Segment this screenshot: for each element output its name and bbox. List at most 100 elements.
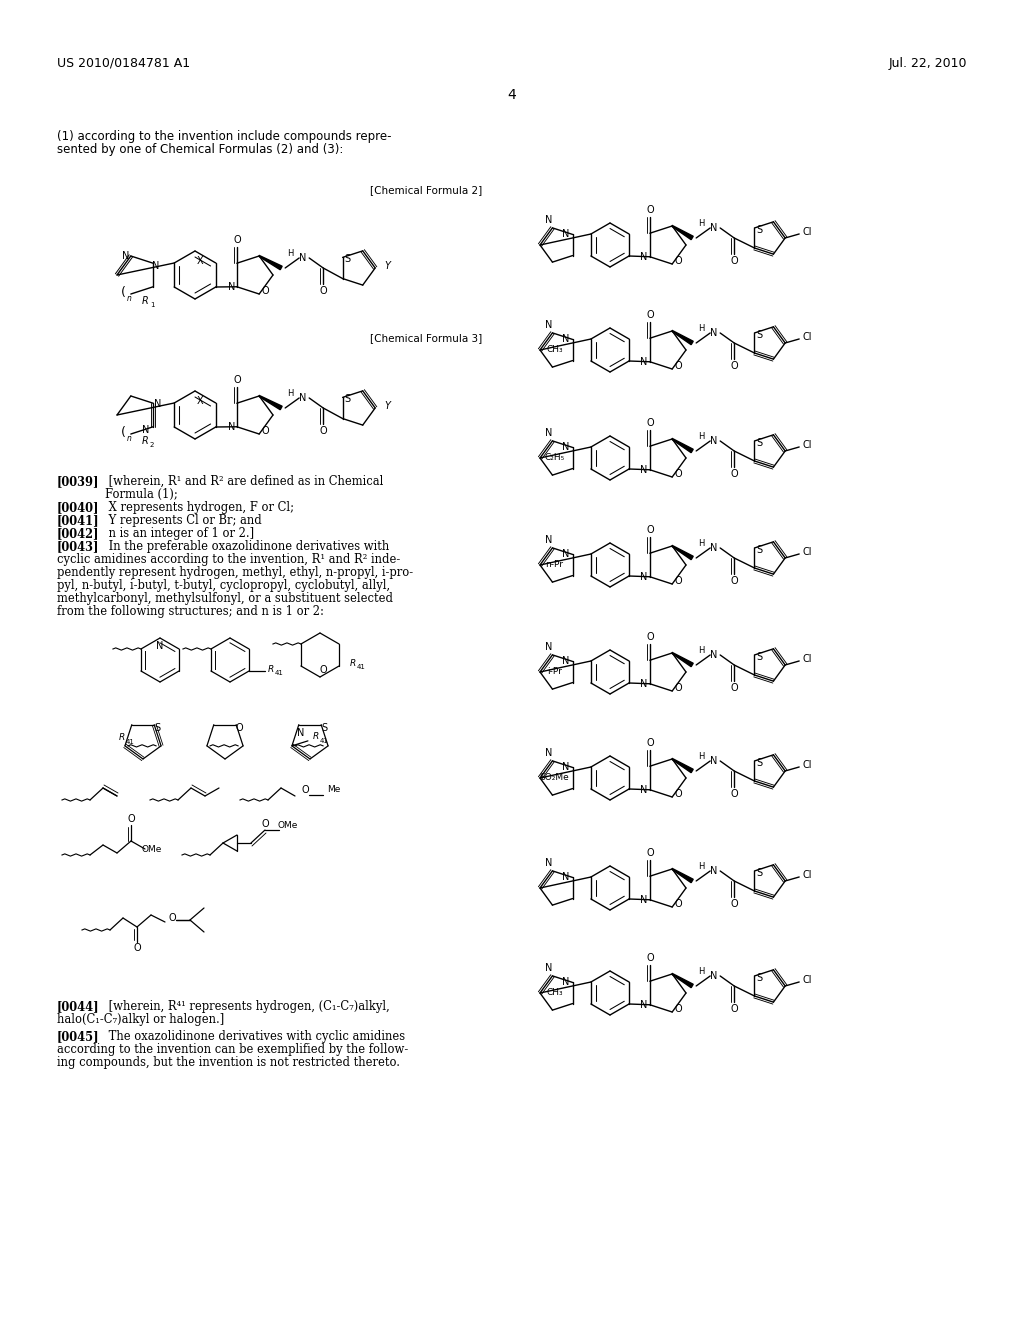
Text: [0045]: [0045] (57, 1030, 99, 1043)
Text: O: O (646, 632, 653, 643)
Text: N: N (640, 356, 647, 367)
Text: The oxazolidinone derivatives with cyclic amidines: The oxazolidinone derivatives with cycli… (105, 1030, 406, 1043)
Text: N: N (562, 334, 569, 345)
Text: 41: 41 (274, 671, 284, 676)
Text: 41: 41 (319, 738, 329, 744)
Text: i-Pr: i-Pr (547, 667, 562, 676)
Text: O: O (646, 953, 653, 964)
Text: pendently represent hydrogen, methyl, ethyl, n-propyl, i-pro-: pendently represent hydrogen, methyl, et… (57, 566, 413, 579)
Text: halo(C₁-C₇)alkyl or halogen.]: halo(C₁-C₇)alkyl or halogen.] (57, 1012, 224, 1026)
Text: [wherein, R⁴¹ represents hydrogen, (C₁-C₇)alkyl,: [wherein, R⁴¹ represents hydrogen, (C₁-C… (105, 1001, 390, 1012)
Text: n is an integer of 1 or 2.]: n is an integer of 1 or 2.] (105, 527, 254, 540)
Text: S: S (757, 224, 763, 235)
Text: Cl: Cl (803, 975, 812, 985)
Text: O: O (730, 789, 738, 799)
Text: N: N (299, 393, 307, 403)
Polygon shape (672, 438, 693, 453)
Text: H: H (698, 968, 705, 977)
Text: Cl: Cl (803, 331, 812, 342)
Polygon shape (672, 974, 693, 987)
Text: [0040]: [0040] (57, 502, 99, 513)
Text: N: N (711, 866, 718, 876)
Text: O: O (301, 785, 309, 795)
Text: O: O (127, 814, 135, 824)
Text: sented by one of Chemical Formulas (2) and (3):: sented by one of Chemical Formulas (2) a… (57, 143, 343, 156)
Text: (1) according to the invention include compounds repre-: (1) according to the invention include c… (57, 129, 391, 143)
Text: N: N (640, 785, 647, 795)
Text: O: O (646, 525, 653, 535)
Text: O: O (319, 426, 327, 436)
Text: N: N (562, 873, 569, 882)
Text: N: N (545, 215, 552, 224)
Text: Me: Me (328, 785, 341, 795)
Text: [0039]: [0039] (57, 475, 99, 488)
Text: Jul. 22, 2010: Jul. 22, 2010 (889, 57, 967, 70)
Text: S: S (757, 973, 763, 983)
Text: S: S (757, 545, 763, 554)
Text: In the preferable oxazolidinone derivatives with: In the preferable oxazolidinone derivati… (105, 540, 389, 553)
Text: [0044]: [0044] (57, 1001, 99, 1012)
Text: N: N (562, 977, 569, 987)
Text: R: R (312, 733, 319, 742)
Text: O: O (730, 899, 738, 909)
Text: O: O (236, 722, 243, 733)
Text: R: R (350, 659, 356, 668)
Text: N: N (545, 319, 552, 330)
Text: N: N (562, 656, 569, 667)
Text: R: R (141, 436, 148, 446)
Polygon shape (259, 396, 283, 409)
Text: N: N (545, 535, 552, 545)
Text: S: S (322, 722, 328, 733)
Text: [Chemical Formula 3]: [Chemical Formula 3] (370, 333, 482, 343)
Text: CH₃: CH₃ (546, 987, 563, 997)
Text: H: H (698, 325, 705, 334)
Text: N: N (711, 436, 718, 446)
Text: N: N (640, 465, 647, 475)
Text: H: H (287, 389, 293, 399)
Text: N: N (545, 962, 552, 973)
Text: S: S (757, 330, 763, 341)
Text: H: H (698, 647, 705, 656)
Text: S: S (757, 438, 763, 447)
Text: [wherein, R¹ and R² are defined as in Chemical: [wherein, R¹ and R² are defined as in Ch… (105, 475, 383, 488)
Polygon shape (672, 652, 693, 667)
Text: N: N (711, 972, 718, 981)
Text: O: O (675, 789, 682, 799)
Text: X: X (197, 396, 204, 407)
Text: N: N (297, 727, 304, 738)
Text: N: N (155, 399, 162, 409)
Text: 2: 2 (150, 442, 155, 447)
Text: S: S (757, 758, 763, 768)
Text: N: N (157, 642, 164, 651)
Text: O: O (730, 360, 738, 371)
Text: Y: Y (384, 401, 390, 411)
Text: O: O (233, 235, 241, 246)
Text: N: N (562, 230, 569, 239)
Text: N: N (545, 858, 552, 867)
Polygon shape (259, 256, 283, 269)
Text: H: H (698, 752, 705, 762)
Text: ing compounds, but the invention is not restricted thereto.: ing compounds, but the invention is not … (57, 1056, 400, 1069)
Text: N: N (545, 428, 552, 438)
Text: O: O (261, 426, 269, 436)
Text: cyclic amidines according to the invention, R¹ and R² inde-: cyclic amidines according to the inventi… (57, 553, 400, 566)
Text: N: N (640, 678, 647, 689)
Text: O: O (646, 738, 653, 748)
Text: O: O (646, 849, 653, 858)
Text: [0041]: [0041] (57, 513, 99, 527)
Text: N: N (153, 261, 160, 271)
Text: N: N (711, 223, 718, 232)
Text: (: ( (121, 285, 125, 298)
Text: N: N (640, 999, 647, 1010)
Text: S: S (757, 652, 763, 663)
Text: N: N (711, 543, 718, 553)
Text: H: H (698, 219, 705, 228)
Text: O: O (261, 818, 269, 829)
Text: Cl: Cl (803, 546, 812, 557)
Text: N: N (562, 549, 569, 560)
Text: O: O (646, 310, 653, 321)
Text: H: H (698, 433, 705, 441)
Text: O: O (730, 469, 738, 479)
Text: n: n (126, 293, 131, 302)
Polygon shape (672, 759, 693, 772)
